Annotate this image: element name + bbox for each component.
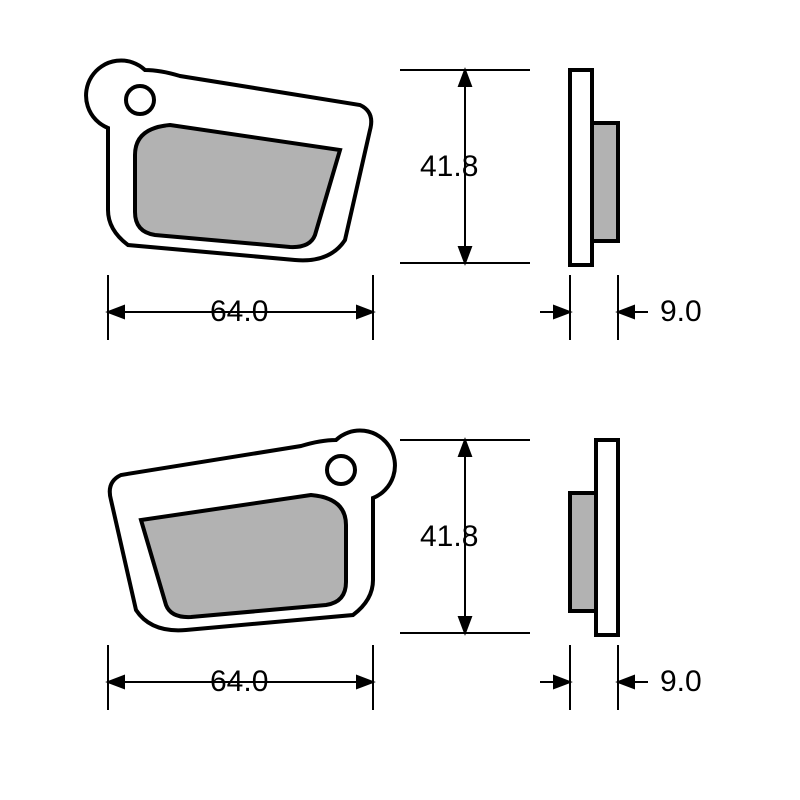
pad1-profile [570, 70, 618, 265]
pad2-thickness-label: 9.0 [660, 665, 702, 699]
pad1-thickness-label: 9.0 [660, 295, 702, 329]
pad2-thickness-dim [540, 645, 648, 710]
pad2-friction [141, 495, 346, 617]
pad2-profile [570, 440, 618, 635]
pad1-height-label: 41.8 [420, 150, 478, 184]
pad2-width-label: 64.0 [210, 665, 268, 699]
pad1-width-label: 64.0 [210, 295, 268, 329]
pad1-hole [126, 86, 154, 114]
diagram-canvas: 41.8 64.0 9.0 41.8 64.0 9.0 [0, 0, 800, 800]
pad1-friction [135, 125, 340, 247]
pad1-thickness-dim [540, 275, 648, 340]
pad2-height-label: 41.8 [420, 520, 478, 554]
pad2-hole [327, 456, 355, 484]
